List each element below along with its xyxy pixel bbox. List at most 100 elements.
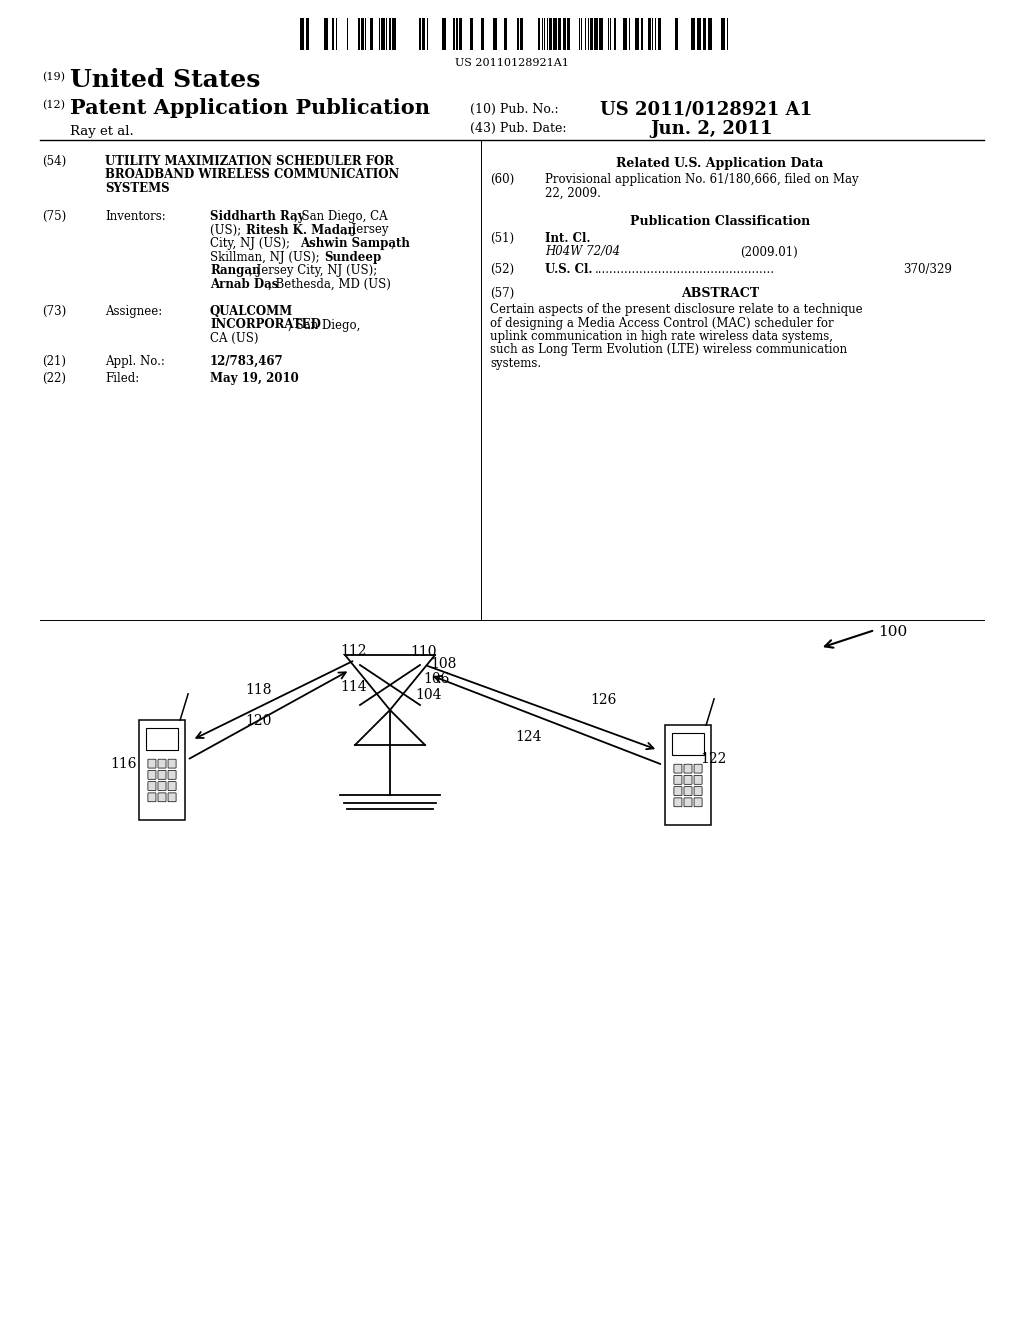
- FancyBboxPatch shape: [665, 725, 711, 825]
- Bar: [594, 18, 598, 50]
- Bar: [456, 18, 458, 50]
- Text: 104: 104: [415, 688, 441, 702]
- Bar: [300, 18, 304, 50]
- Text: UTILITY MAXIMIZATION SCHEDULER FOR: UTILITY MAXIMIZATION SCHEDULER FOR: [105, 154, 394, 168]
- FancyBboxPatch shape: [147, 793, 156, 801]
- Text: Arnab Das: Arnab Das: [210, 277, 279, 290]
- Text: 112: 112: [340, 644, 367, 657]
- Text: , Jersey City, NJ (US);: , Jersey City, NJ (US);: [249, 264, 377, 277]
- Bar: [553, 18, 557, 50]
- Text: (43) Pub. Date:: (43) Pub. Date:: [470, 121, 566, 135]
- FancyBboxPatch shape: [147, 781, 156, 791]
- FancyBboxPatch shape: [674, 787, 682, 796]
- Bar: [392, 18, 396, 50]
- Text: (22): (22): [42, 372, 66, 385]
- Text: ................................................: ........................................…: [595, 263, 775, 276]
- Text: Certain aspects of the present disclosure relate to a technique: Certain aspects of the present disclosur…: [490, 304, 862, 315]
- FancyBboxPatch shape: [684, 797, 692, 807]
- Text: 110: 110: [410, 645, 436, 659]
- Text: (51): (51): [490, 232, 514, 246]
- FancyBboxPatch shape: [684, 787, 692, 796]
- FancyBboxPatch shape: [168, 793, 176, 801]
- Text: 118: 118: [245, 682, 271, 697]
- FancyBboxPatch shape: [684, 764, 692, 774]
- Text: Filed:: Filed:: [105, 372, 139, 385]
- Bar: [419, 18, 421, 50]
- Bar: [708, 18, 712, 50]
- Text: ABSTRACT: ABSTRACT: [681, 286, 759, 300]
- FancyBboxPatch shape: [139, 721, 185, 820]
- Text: (21): (21): [42, 355, 66, 368]
- Text: CA (US): CA (US): [210, 333, 258, 345]
- Bar: [623, 18, 627, 50]
- Text: United States: United States: [70, 69, 260, 92]
- Text: Assignee:: Assignee:: [105, 305, 162, 318]
- Text: SYSTEMS: SYSTEMS: [105, 182, 170, 195]
- Text: Rangan: Rangan: [210, 264, 260, 277]
- Text: 106: 106: [423, 672, 450, 686]
- Bar: [538, 18, 540, 50]
- Text: (12): (12): [42, 100, 65, 111]
- Text: Sundeep: Sundeep: [324, 251, 381, 264]
- Text: Siddharth Ray: Siddharth Ray: [210, 210, 304, 223]
- FancyBboxPatch shape: [158, 771, 166, 779]
- Text: 120: 120: [245, 714, 271, 729]
- Bar: [504, 18, 507, 50]
- Text: 22, 2009.: 22, 2009.: [545, 186, 601, 199]
- Bar: [599, 18, 603, 50]
- Bar: [422, 18, 425, 50]
- Text: , Bethesda, MD (US): , Bethesda, MD (US): [268, 277, 391, 290]
- Bar: [721, 18, 725, 50]
- Text: , Jersey: , Jersey: [343, 223, 388, 236]
- Bar: [590, 18, 593, 50]
- Bar: [697, 18, 701, 50]
- Text: Patent Application Publication: Patent Application Publication: [70, 98, 430, 117]
- Text: H04W 72/04: H04W 72/04: [545, 246, 621, 259]
- FancyBboxPatch shape: [674, 764, 682, 774]
- Text: May 19, 2010: May 19, 2010: [210, 372, 299, 385]
- Text: systems.: systems.: [490, 356, 541, 370]
- Text: (US);: (US);: [210, 223, 245, 236]
- Text: 116: 116: [110, 756, 136, 771]
- Text: 12/783,467: 12/783,467: [210, 355, 284, 368]
- FancyBboxPatch shape: [684, 775, 692, 784]
- Text: 122: 122: [700, 752, 726, 766]
- Bar: [453, 18, 455, 50]
- Text: 126: 126: [590, 693, 616, 708]
- Text: QUALCOMM: QUALCOMM: [210, 305, 293, 318]
- Text: (73): (73): [42, 305, 67, 318]
- Text: Int. Cl.: Int. Cl.: [545, 232, 591, 246]
- Bar: [361, 18, 364, 50]
- Text: Ray et al.: Ray et al.: [70, 125, 134, 139]
- Bar: [470, 18, 473, 50]
- Text: such as Long Term Evolution (LTE) wireless communication: such as Long Term Evolution (LTE) wirele…: [490, 343, 847, 356]
- Text: 100: 100: [878, 624, 907, 639]
- Text: Related U.S. Application Data: Related U.S. Application Data: [616, 157, 823, 170]
- Bar: [558, 18, 561, 50]
- Bar: [389, 18, 391, 50]
- FancyBboxPatch shape: [694, 787, 702, 796]
- Text: Ritesh K. Madan: Ritesh K. Madan: [246, 223, 356, 236]
- Bar: [493, 18, 497, 50]
- Bar: [658, 18, 662, 50]
- Text: ,: ,: [391, 238, 394, 249]
- Bar: [549, 18, 552, 50]
- Bar: [675, 18, 678, 50]
- Text: Jun. 2, 2011: Jun. 2, 2011: [650, 120, 772, 139]
- Text: (52): (52): [490, 263, 514, 276]
- Text: Provisional application No. 61/180,666, filed on May: Provisional application No. 61/180,666, …: [545, 173, 859, 186]
- Text: Skillman, NJ (US);: Skillman, NJ (US);: [210, 251, 324, 264]
- Text: 370/329: 370/329: [903, 263, 952, 276]
- Text: U.S. Cl.: U.S. Cl.: [545, 263, 593, 276]
- Text: (19): (19): [42, 73, 65, 82]
- Text: 124: 124: [515, 730, 542, 744]
- Bar: [442, 18, 446, 50]
- Text: (10) Pub. No.:: (10) Pub. No.:: [470, 103, 559, 116]
- FancyBboxPatch shape: [694, 797, 702, 807]
- Text: 108: 108: [430, 657, 457, 671]
- Text: , San Diego, CA: , San Diego, CA: [295, 210, 388, 223]
- Bar: [306, 18, 309, 50]
- Text: (60): (60): [490, 173, 514, 186]
- FancyBboxPatch shape: [694, 775, 702, 784]
- Text: of designing a Media Access Control (MAC) scheduler for: of designing a Media Access Control (MAC…: [490, 317, 834, 330]
